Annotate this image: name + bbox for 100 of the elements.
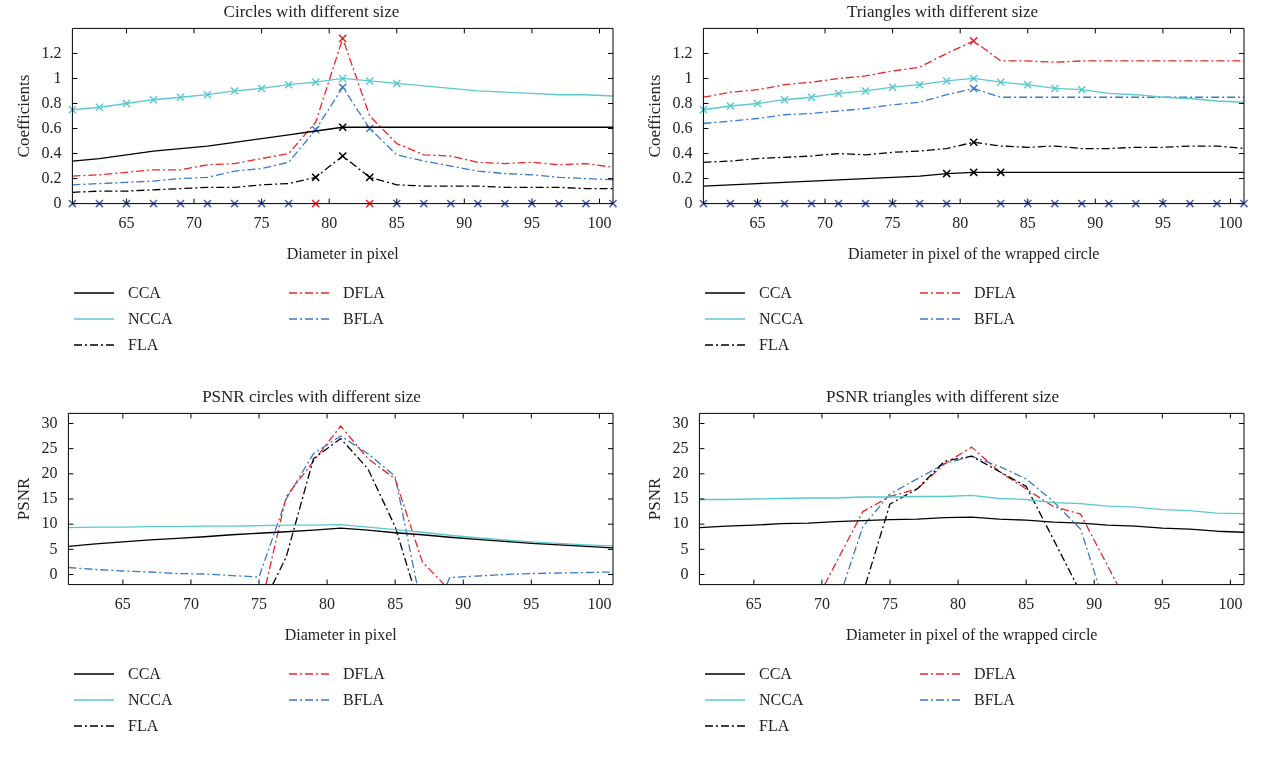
point xyxy=(311,173,320,182)
legend-label: CCA xyxy=(759,284,792,302)
point xyxy=(942,76,951,86)
point xyxy=(473,199,483,208)
chart-title: Triangles with different size xyxy=(846,1,1039,21)
point xyxy=(834,199,843,208)
x-tick-label: 85 xyxy=(388,214,405,232)
y-tick-label: 10 xyxy=(41,514,58,532)
point xyxy=(888,199,897,208)
point xyxy=(969,168,978,177)
point xyxy=(969,74,978,83)
point xyxy=(338,34,347,43)
x-axis-title: Diameter in pixel xyxy=(284,625,398,644)
legend-label: CCA xyxy=(759,665,792,683)
point xyxy=(942,199,951,208)
x-tick-label: 80 xyxy=(321,214,338,232)
x-tick-label: 90 xyxy=(1087,214,1104,232)
x-tick-label: 95 xyxy=(1154,595,1171,613)
legend-label: BFLA xyxy=(974,691,1015,709)
point xyxy=(969,36,978,46)
legend-label: FLA xyxy=(128,717,159,735)
point xyxy=(969,137,978,147)
point xyxy=(257,199,266,208)
point xyxy=(1050,199,1060,208)
legend-label: DFLA xyxy=(974,665,1016,683)
point xyxy=(1077,85,1087,95)
point xyxy=(699,105,708,115)
x-tick-label: 80 xyxy=(952,214,969,232)
x-tick-label: 100 xyxy=(587,595,612,613)
y-tick-label: 0.8 xyxy=(672,93,693,111)
x-tick-label: 95 xyxy=(523,595,540,613)
point xyxy=(149,199,158,208)
x-tick-label: 65 xyxy=(749,214,766,232)
point xyxy=(365,76,375,86)
y-axis-title: Coefficients xyxy=(644,74,664,158)
point xyxy=(888,82,897,92)
point xyxy=(726,101,735,111)
point xyxy=(176,92,185,102)
y-axis-title: PSNR xyxy=(644,477,664,521)
point xyxy=(780,199,789,208)
point xyxy=(969,84,978,93)
legend-label: FLA xyxy=(128,336,159,354)
point xyxy=(915,199,924,208)
y-axis-title: PSNR xyxy=(13,477,33,521)
legend-label: CCA xyxy=(128,665,161,683)
line-series xyxy=(72,86,613,186)
point xyxy=(122,99,131,108)
x-tick-label: 90 xyxy=(456,214,473,232)
y-tick-label: 15 xyxy=(41,489,58,507)
y-tick-label: 25 xyxy=(41,438,58,456)
point xyxy=(284,80,293,89)
point xyxy=(1023,199,1033,208)
point xyxy=(95,102,104,112)
point xyxy=(996,168,1006,177)
x-axis-title: Diameter in pixel xyxy=(286,244,400,263)
x-tick-label: 65 xyxy=(118,214,135,232)
x-tick-label: 70 xyxy=(813,595,830,613)
point xyxy=(1023,80,1033,89)
x-tick-label: 100 xyxy=(587,214,612,232)
x-tick-label: 70 xyxy=(817,214,834,232)
y-tick-label: 0 xyxy=(680,564,689,582)
legend-label: NCCA xyxy=(128,691,173,709)
line-series xyxy=(824,446,1119,585)
point xyxy=(365,199,375,208)
line-series xyxy=(843,455,1099,585)
y-tick-label: 5 xyxy=(49,539,58,557)
y-tick-label: 10 xyxy=(672,514,689,532)
point xyxy=(1239,199,1249,208)
point xyxy=(203,199,212,208)
point xyxy=(230,199,239,208)
legend-label: DFLA xyxy=(974,284,1016,302)
point xyxy=(284,199,293,208)
y-axis-title: Coefficients xyxy=(13,74,33,158)
y-tick-label: 0.4 xyxy=(41,143,62,161)
point xyxy=(753,199,762,208)
legend-label: NCCA xyxy=(759,691,804,709)
x-tick-label: 100 xyxy=(1218,595,1243,613)
point xyxy=(419,199,429,208)
x-tick-label: 95 xyxy=(523,214,540,232)
y-tick-label: 0.6 xyxy=(672,118,693,136)
y-tick-label: 0.2 xyxy=(672,168,693,186)
legend-label: FLA xyxy=(759,717,790,735)
legend-label: CCA xyxy=(128,284,161,302)
y-tick-label: 0 xyxy=(53,193,62,211)
point xyxy=(149,95,158,105)
x-tick-label: 90 xyxy=(1086,595,1103,613)
point xyxy=(392,79,402,88)
x-tick-label: 85 xyxy=(1018,595,1035,613)
y-tick-label: 0.8 xyxy=(41,93,62,111)
point xyxy=(68,199,77,208)
point xyxy=(68,105,77,115)
point xyxy=(365,124,375,133)
point xyxy=(1131,199,1141,208)
point xyxy=(915,80,924,89)
point xyxy=(446,199,456,208)
x-axis-title: Diameter in pixel of the wrapped circle xyxy=(847,244,1100,263)
point xyxy=(608,199,618,208)
point xyxy=(311,199,320,208)
x-tick-label: 75 xyxy=(884,214,901,232)
point xyxy=(527,199,537,208)
